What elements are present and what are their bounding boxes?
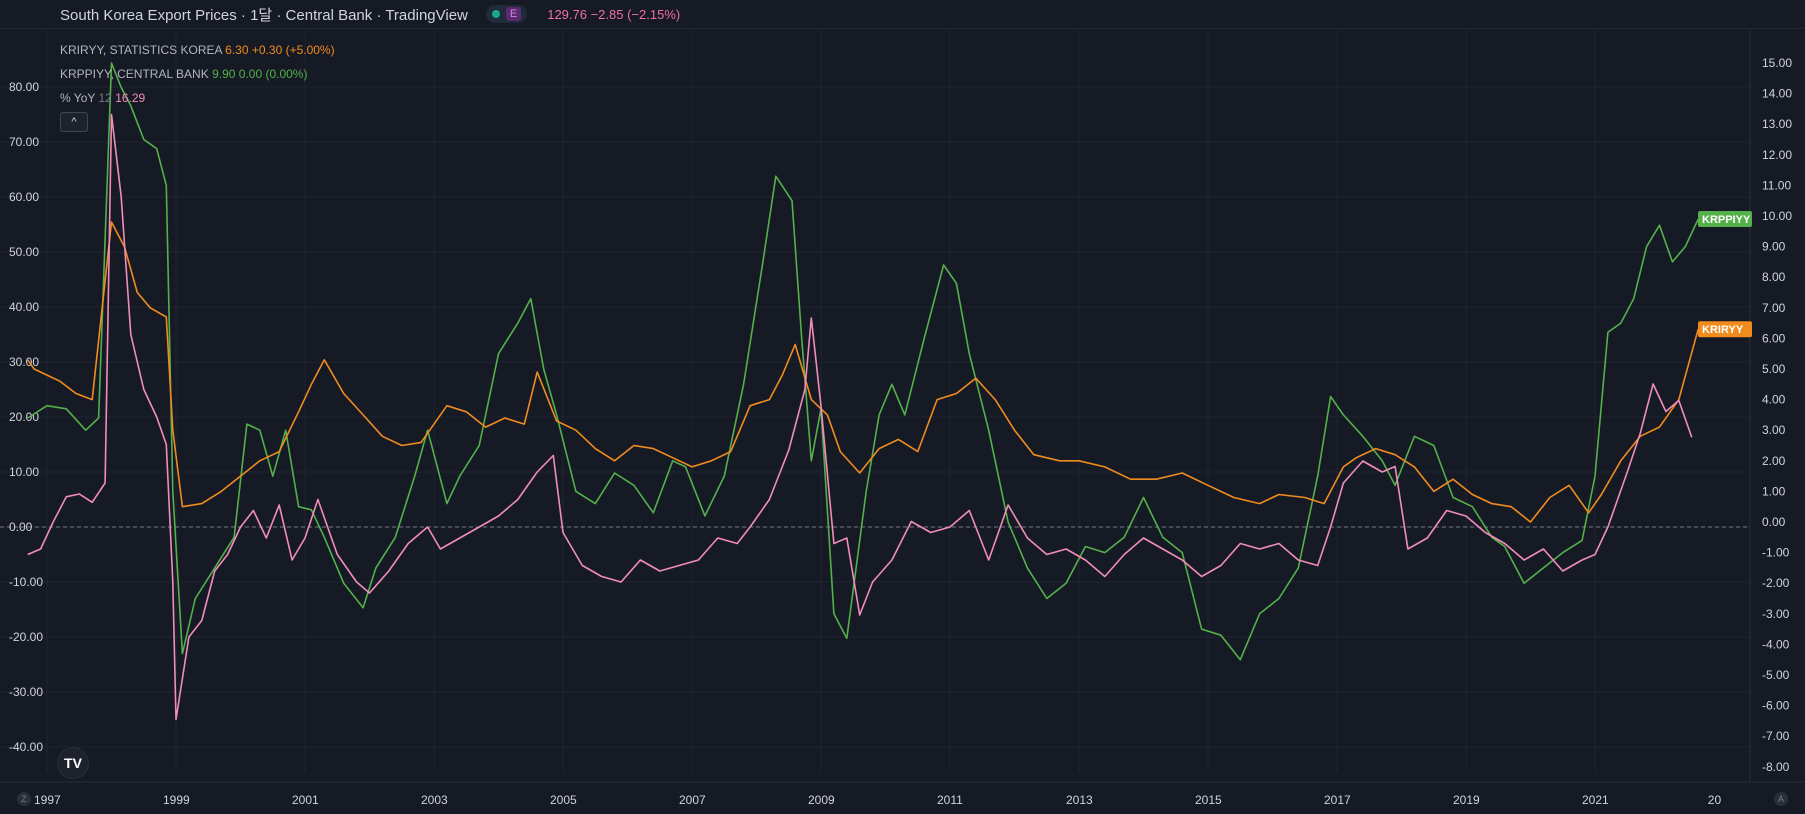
right-axis-tick-label: 12.00 bbox=[1762, 148, 1792, 162]
legend-collapse-button[interactable]: ^ bbox=[60, 112, 88, 132]
legend-yoy-param: 12 bbox=[98, 91, 112, 105]
right-axis-tick-label: 9.00 bbox=[1762, 240, 1786, 254]
legend-krir-value: 6.30 bbox=[225, 43, 249, 57]
x-axis-tick-label: 2009 bbox=[808, 793, 835, 807]
timezone-corner-button[interactable]: Z bbox=[17, 792, 31, 806]
end-label-layer: KRPPIYY KRIRYY bbox=[1698, 211, 1752, 338]
left-axis-tick-label: 10.00 bbox=[9, 465, 39, 479]
tradingview-logo-icon[interactable]: TV bbox=[58, 748, 88, 778]
legend-row-krir[interactable]: KRIRYY, STATISTICS KOREA 6.30 +0.30 (+5.… bbox=[60, 38, 335, 62]
grid-layer bbox=[0, 30, 1805, 783]
legend-krir-name: KRIRYY, STATISTICS KOREA bbox=[60, 43, 222, 57]
chart-title: South Korea Export Prices · 1달 · Central… bbox=[60, 6, 468, 24]
right-axis-tick-label: -5.00 bbox=[1762, 668, 1790, 682]
series-end-label-1: KRIRYY bbox=[1698, 321, 1752, 338]
left-axis-tick-label: 0.00 bbox=[9, 520, 33, 534]
x-axis-tick-label: 2003 bbox=[421, 793, 448, 807]
right-axis-tick-label: -4.00 bbox=[1762, 637, 1790, 651]
right-axis-tick-label: 0.00 bbox=[1762, 515, 1786, 529]
series-layer bbox=[27, 62, 1699, 721]
legend-krpp-name: KRPPIYY, CENTRAL BANK bbox=[60, 67, 209, 81]
right-axis-tick-label: 13.00 bbox=[1762, 117, 1792, 131]
right-axis-tick-label: -1.00 bbox=[1762, 546, 1790, 560]
left-axis-tick-label: 60.00 bbox=[9, 190, 39, 204]
series-line-0 bbox=[27, 62, 1699, 661]
right-axis-tick-label: -8.00 bbox=[1762, 760, 1790, 774]
right-axis-tick-label: 15.00 bbox=[1762, 56, 1792, 70]
left-axis-tick-label: 50.00 bbox=[9, 245, 39, 259]
auto-scale-corner-button[interactable]: A bbox=[1774, 792, 1788, 806]
right-axis-tick-label: -3.00 bbox=[1762, 607, 1790, 621]
axis-layer: 80.00 70.00 60.00 50.00 40.00 30.00 20.00 10.00… bbox=[9, 56, 1792, 807]
right-axis-tick-label: 1.00 bbox=[1762, 484, 1786, 498]
x-axis-tick-label: 2017 bbox=[1324, 793, 1351, 807]
earnings-badge: E bbox=[505, 7, 522, 21]
x-axis-tick-label: 2013 bbox=[1066, 793, 1093, 807]
right-axis-tick-label: 14.00 bbox=[1762, 87, 1792, 101]
left-axis-tick-label: 20.00 bbox=[9, 410, 39, 424]
x-axis-tick-label: 2007 bbox=[679, 793, 706, 807]
legend-row-krpp[interactable]: KRPPIYY, CENTRAL BANK 9.90 0.00 (0.00%) bbox=[60, 62, 335, 86]
left-axis-tick-label: 80.00 bbox=[9, 80, 39, 94]
x-axis-tick-label: 2019 bbox=[1453, 793, 1480, 807]
status-dot-icon bbox=[491, 10, 500, 18]
x-axis-tick-label: 2021 bbox=[1582, 793, 1609, 807]
chevron-up-icon: ^ bbox=[71, 116, 77, 128]
right-axis-tick-label: 7.00 bbox=[1762, 301, 1786, 315]
right-axis-tick-label: 3.00 bbox=[1762, 423, 1786, 437]
right-axis-tick-label: 10.00 bbox=[1762, 209, 1792, 223]
market-status-badge[interactable]: E bbox=[485, 5, 528, 23]
left-axis-tick-label: 70.00 bbox=[9, 135, 39, 149]
series-line-2 bbox=[27, 113, 1693, 721]
series-end-label-text: KRPPIYY bbox=[1702, 214, 1751, 226]
series-end-label-bg bbox=[1698, 321, 1752, 338]
right-axis-tick-label: 8.00 bbox=[1762, 270, 1786, 284]
legend-krpp-change: 0.00 (0.00%) bbox=[238, 67, 308, 81]
right-axis-tick-label: 4.00 bbox=[1762, 393, 1786, 407]
x-axis-tick-label: 2015 bbox=[1195, 793, 1222, 807]
series-end-label-0: KRPPIYY bbox=[1698, 211, 1752, 228]
right-axis-tick-label: 5.00 bbox=[1762, 362, 1786, 376]
left-axis-tick-label: -10.00 bbox=[9, 575, 43, 589]
price-readout: 129.76 −2.85 (−2.15%) bbox=[547, 6, 681, 22]
right-axis-tick-label: 2.00 bbox=[1762, 454, 1786, 468]
x-axis-tick-label: 1997 bbox=[34, 793, 61, 807]
legend-row-yoy[interactable]: % YoY 12 16.29 bbox=[60, 86, 335, 110]
left-axis-tick-label: -30.00 bbox=[9, 685, 43, 699]
left-axis-tick-label: -20.00 bbox=[9, 630, 43, 644]
legend-yoy-value: 16.29 bbox=[115, 91, 146, 105]
x-axis-tick-label: 1999 bbox=[163, 793, 190, 807]
series-line-1 bbox=[27, 221, 1699, 523]
left-axis-tick-label: 40.00 bbox=[9, 300, 39, 314]
x-axis-tick-label: 2005 bbox=[550, 793, 577, 807]
left-axis-tick-label: -40.00 bbox=[9, 740, 43, 754]
right-axis-tick-label: 6.00 bbox=[1762, 331, 1786, 345]
legend-yoy-name: % YoY bbox=[60, 91, 96, 105]
right-axis-tick-label: -2.00 bbox=[1762, 576, 1790, 590]
right-axis-tick-label: -6.00 bbox=[1762, 699, 1790, 713]
x-axis-tick-label: 2001 bbox=[292, 793, 319, 807]
x-axis-tick-label: 2011 bbox=[937, 793, 963, 807]
legend-krir-change: +0.30 (+5.00%) bbox=[251, 43, 335, 57]
legend-krpp-value: 9.90 bbox=[212, 67, 236, 81]
legend: KRIRYY, STATISTICS KOREA 6.30 +0.30 (+5.… bbox=[60, 38, 335, 132]
series-end-label-text: KRIRYY bbox=[1702, 324, 1744, 336]
x-axis-tick-label: 20 bbox=[1708, 793, 1722, 807]
header-bar: South Korea Export Prices · 1달 · Central… bbox=[0, 0, 1805, 29]
series-end-label-bg bbox=[1698, 211, 1752, 228]
left-axis-tick-label: 30.00 bbox=[9, 355, 39, 369]
right-axis-tick-label: 11.00 bbox=[1762, 178, 1791, 192]
right-axis-tick-label: -7.00 bbox=[1762, 729, 1790, 743]
